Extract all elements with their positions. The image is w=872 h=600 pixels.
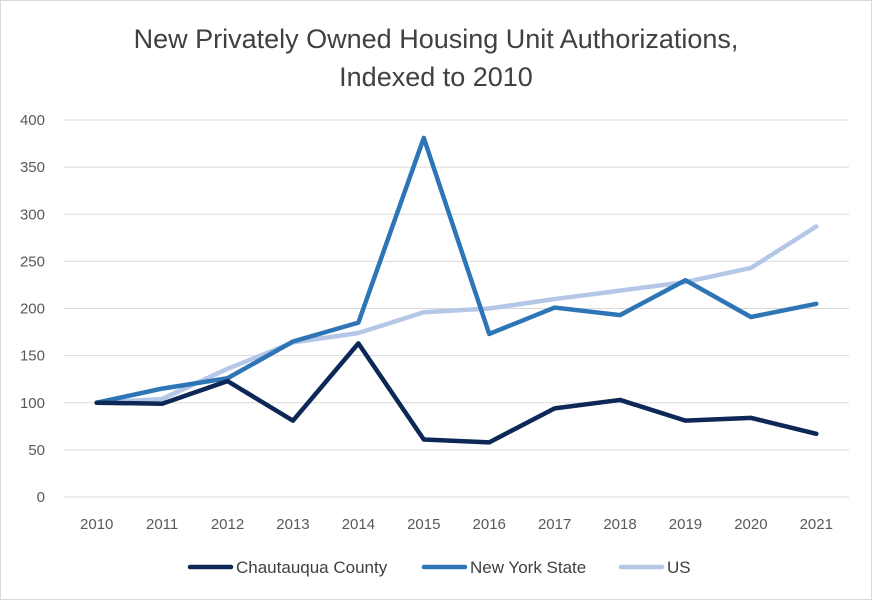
legend-label: New York State (470, 558, 586, 577)
x-tick-label: 2020 (734, 516, 767, 533)
y-tick-label: 250 (20, 253, 45, 270)
x-tick-label: 2016 (473, 516, 506, 533)
y-tick-label: 200 (20, 301, 45, 318)
y-tick-label: 350 (20, 159, 45, 176)
x-tick-label: 2017 (538, 516, 571, 533)
series-lines (94, 135, 819, 445)
gridlines (64, 119, 849, 498)
y-tick-label: 100 (20, 395, 45, 412)
y-tick-label: 0 (37, 489, 45, 506)
x-tick-label: 2015 (407, 516, 440, 533)
chart-title-line-2: Indexed to 2010 (339, 62, 533, 92)
series-line-chautauqua-county (94, 341, 819, 445)
x-tick-label: 2011 (146, 516, 178, 533)
y-tick-label: 150 (20, 348, 45, 365)
legend: Chautauqua County New York State US (187, 558, 691, 577)
chart-title-line-1: New Privately Owned Housing Unit Authori… (134, 24, 739, 54)
x-tick-label: 2019 (669, 516, 702, 533)
series-line-us (94, 224, 819, 405)
y-axis: 0 50 100 150 200 250 300 350 400 (20, 112, 45, 506)
x-axis: 2010 2011 2012 2013 2014 2015 2016 2017 2018 2019… (80, 516, 833, 533)
x-tick-label: 2013 (276, 516, 309, 533)
legend-label: US (667, 558, 691, 577)
series-line-new-york-state (94, 135, 819, 405)
x-tick-label: 2010 (80, 516, 113, 533)
y-tick-label: 400 (20, 112, 45, 129)
y-tick-label: 50 (28, 442, 45, 459)
y-tick-label: 300 (20, 206, 45, 223)
legend-label: Chautauqua County (236, 558, 388, 577)
x-tick-label: 2014 (342, 516, 375, 533)
x-tick-label: 2021 (800, 516, 833, 533)
x-tick-label: 2018 (603, 516, 636, 533)
x-tick-label: 2012 (211, 516, 244, 533)
